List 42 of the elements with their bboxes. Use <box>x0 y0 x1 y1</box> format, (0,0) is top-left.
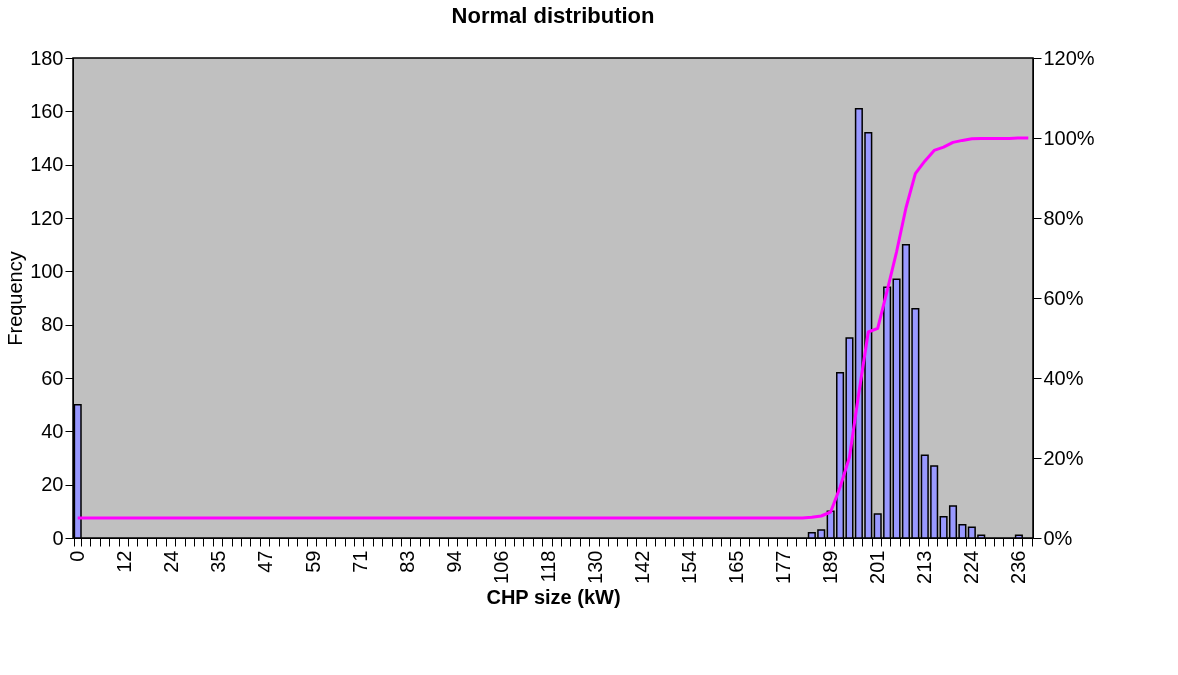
y-tick-label: 60 <box>41 366 64 389</box>
y2-tick-label: 80% <box>1043 206 1084 229</box>
x-axis-title: CHP size (kW) <box>486 585 621 608</box>
x-tick-label: 236 <box>1007 550 1030 584</box>
x-tick-label: 213 <box>913 550 936 584</box>
y-tick-label: 160 <box>30 99 64 122</box>
y2-tick-label: 40% <box>1043 366 1084 389</box>
y2-tick-label: 60% <box>1043 286 1084 309</box>
x-tick-label: 201 <box>866 550 889 584</box>
line-series <box>76 136 1030 520</box>
y-tick-label: 80 <box>41 313 64 336</box>
x-tick-label: 224 <box>960 550 983 584</box>
y-tick-label: 140 <box>30 153 64 176</box>
y2-tick-label: 0% <box>1043 526 1073 549</box>
x-tick-label: 177 <box>772 550 795 584</box>
x-tick-label: 35 <box>207 550 230 573</box>
x-tick-label: 106 <box>489 550 512 584</box>
x-tick-label: 59 <box>301 550 324 573</box>
x-tick-label: 189 <box>819 550 842 584</box>
x-tick-label: 71 <box>348 550 371 573</box>
y2-tick-label: 100% <box>1043 126 1095 149</box>
y2-tick-label: 120% <box>1043 46 1095 69</box>
chart-title: Normal distribution <box>451 3 655 28</box>
x-tick-label: 118 <box>536 550 559 583</box>
y-axis-title: Frequency <box>4 251 27 346</box>
x-tick-label: 47 <box>254 550 277 573</box>
x-tick-label: 142 <box>630 550 653 584</box>
y-tick-label: 100 <box>30 259 64 282</box>
y-tick-label: 0 <box>52 526 64 549</box>
x-tick-label: 24 <box>160 550 183 573</box>
x-tick-label: 94 <box>442 550 465 573</box>
x-tick-label: 165 <box>725 550 748 584</box>
x-tick-label: 130 <box>583 550 606 584</box>
x-tick-label: 0 <box>66 550 89 562</box>
y2-tick-label: 20% <box>1043 446 1084 469</box>
x-tick-label: 154 <box>677 550 700 584</box>
x-tick-label: 83 <box>395 550 418 573</box>
y-tick-label: 180 <box>30 46 64 69</box>
x-tick-label: 12 <box>113 550 136 573</box>
y-tick-label: 40 <box>41 419 64 442</box>
y-tick-label: 120 <box>30 206 64 229</box>
y-tick-label: 20 <box>41 473 64 496</box>
